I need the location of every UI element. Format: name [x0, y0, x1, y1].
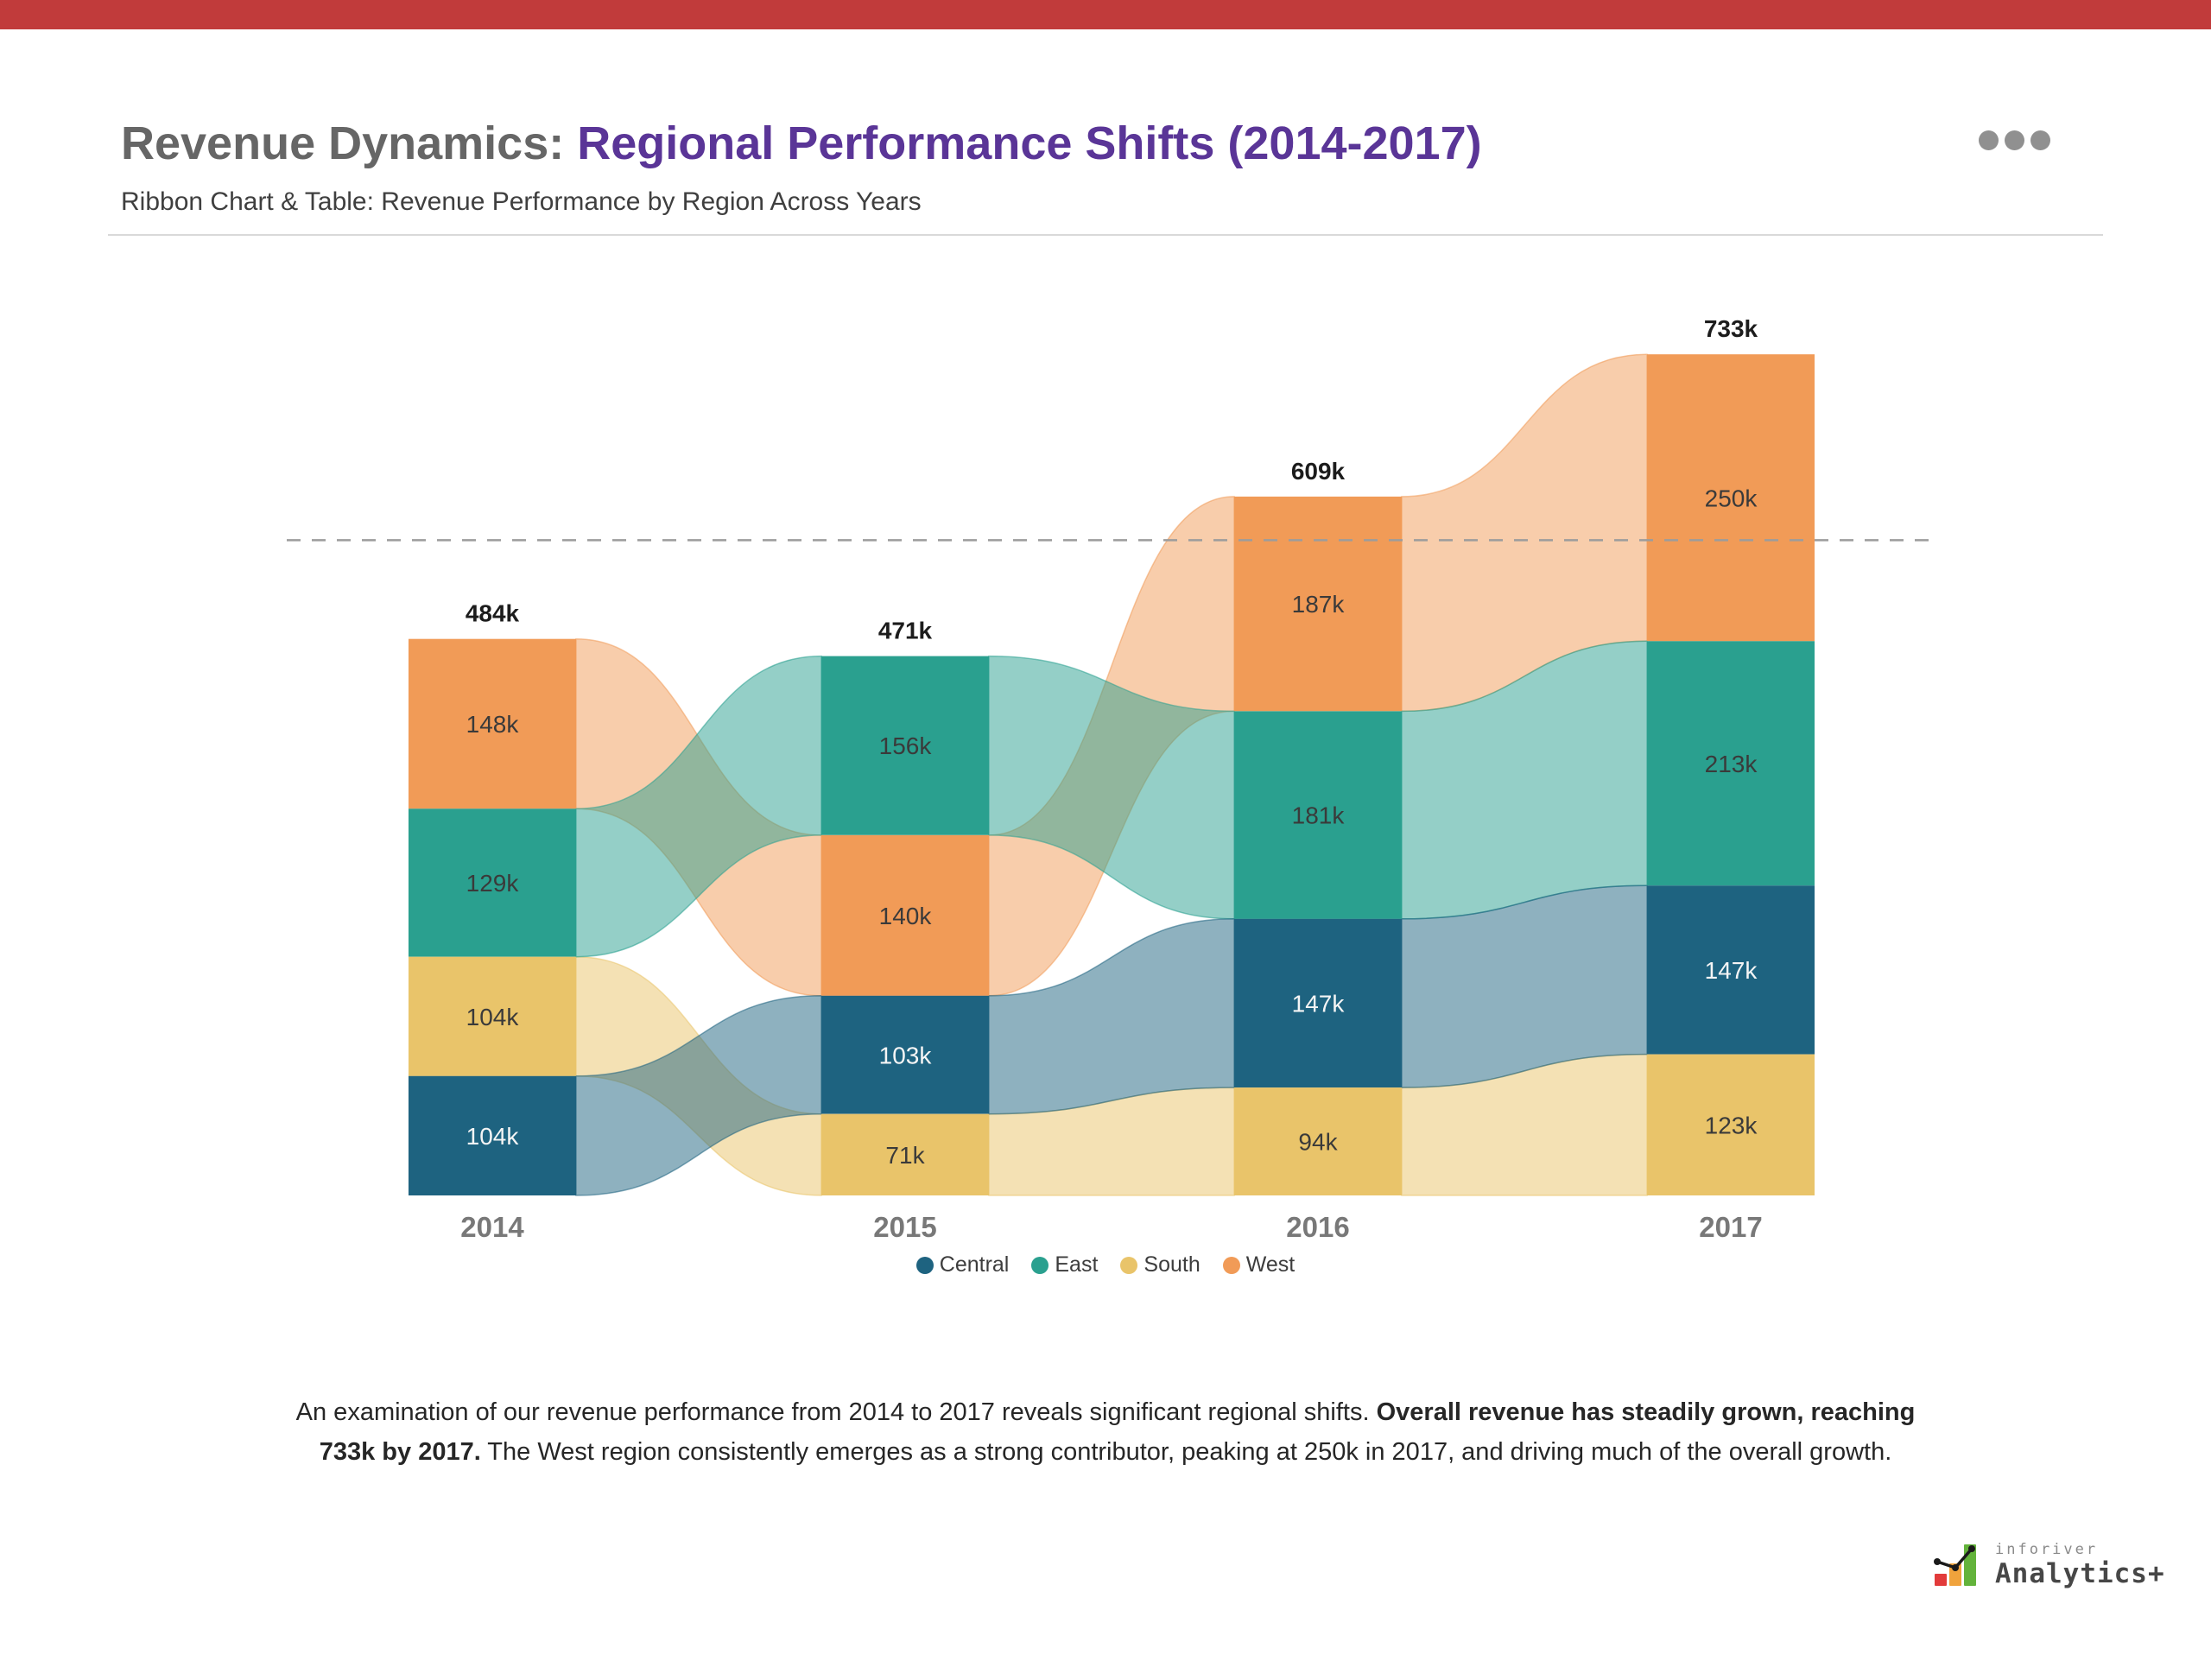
ribbon-segment-south-2015[interactable]	[821, 1113, 989, 1195]
legend-label: South	[1144, 1252, 1201, 1277]
legend-label: West	[1245, 1252, 1296, 1277]
segment-value-label-central-2014: 104k	[466, 1123, 520, 1150]
total-label-2014: 484k	[466, 600, 520, 627]
axis-label-2015: 2015	[873, 1211, 936, 1243]
segment-value-label-east-2015: 156k	[879, 732, 933, 759]
page-title-prefix: Revenue Dynamics:	[121, 117, 578, 169]
ellipsis-dot	[2030, 130, 2050, 150]
legend-item-east[interactable]: East	[1031, 1252, 1098, 1277]
ribbon-segment-central-2016[interactable]	[1234, 918, 1402, 1088]
more-options-icon[interactable]	[1979, 130, 2050, 150]
legend-dot-central	[915, 1256, 934, 1274]
inforiver-logo-icon	[1934, 1544, 1976, 1586]
footer-text-normal-1: An examination of our revenue performanc…	[295, 1398, 1377, 1426]
legend-dot-east	[1031, 1256, 1049, 1274]
page-title: Revenue Dynamics: Regional Performance S…	[121, 117, 1482, 169]
legend-item-south[interactable]: South	[1120, 1252, 1201, 1277]
segment-value-label-east-2014: 129k	[466, 870, 520, 897]
ribbon-segment-south-2017[interactable]	[1647, 1054, 1815, 1195]
ribbon-segment-east-2014[interactable]	[409, 808, 576, 957]
segment-value-label-west-2014: 148k	[466, 711, 520, 738]
segment-value-label-east-2017: 213k	[1705, 751, 1758, 777]
axis-label-2014: 2014	[460, 1211, 524, 1243]
segment-value-label-west-2017: 250k	[1705, 485, 1758, 511]
ribbon-segment-south-2016[interactable]	[1234, 1087, 1402, 1195]
page-subtitle: Ribbon Chart & Table: Revenue Performanc…	[121, 187, 922, 216]
footer-text-bold-2: 733k by 2017.	[319, 1438, 481, 1466]
footer-text-normal-2: The West region consistently emerges as …	[480, 1438, 1892, 1466]
ribbon-segment-east-2015[interactable]	[821, 656, 989, 835]
segment-value-label-west-2016: 187k	[1292, 591, 1346, 618]
ribbon-segment-west-2016[interactable]	[1234, 496, 1402, 712]
footer-annotation: An examination of our revenue performanc…	[242, 1392, 1969, 1472]
legend: Central East South West	[0, 1252, 2211, 1277]
legend-item-west[interactable]: West	[1222, 1252, 1296, 1277]
ribbon-segment-central-2017[interactable]	[1647, 885, 1815, 1055]
brand-logo: inforiver Analytics+	[1933, 1541, 2165, 1588]
segment-value-label-south-2016: 94k	[1298, 1129, 1338, 1156]
ribbon-segment-west-2015[interactable]	[821, 834, 989, 996]
ellipsis-dot	[1979, 130, 1999, 150]
legend-dot-south	[1120, 1256, 1138, 1274]
total-label-2016: 609k	[1291, 458, 1346, 485]
brand-name: inforiver	[1995, 1541, 2099, 1558]
page-title-highlight: Regional Performance Shifts (2014-2017)	[577, 117, 1482, 169]
legend-item-central[interactable]: Central	[915, 1252, 1010, 1277]
ribbon-segment-west-2014[interactable]	[409, 638, 576, 809]
axis-label-2017: 2017	[1699, 1211, 1762, 1243]
ribbon-segment-south-2014[interactable]	[409, 956, 576, 1076]
ribbon-segment-east-2016[interactable]	[1234, 711, 1402, 919]
total-label-2015: 471k	[878, 618, 933, 644]
segment-value-label-south-2015: 71k	[885, 1142, 925, 1169]
legend-label: Central	[939, 1252, 1010, 1277]
ribbon-segment-central-2014[interactable]	[409, 1075, 576, 1195]
ribbon-segment-central-2015[interactable]	[821, 995, 989, 1114]
segment-value-label-central-2015: 103k	[879, 1042, 933, 1068]
brand-product: Analytics+	[1995, 1558, 2165, 1589]
segment-value-label-south-2017: 123k	[1705, 1112, 1758, 1138]
ribbon-segment-east-2017[interactable]	[1647, 641, 1815, 886]
ribbon-segment-west-2017[interactable]	[1647, 354, 1815, 642]
segment-value-label-west-2015: 140k	[879, 903, 933, 929]
top-accent-bar	[0, 0, 2211, 29]
segment-value-label-central-2016: 147k	[1292, 991, 1346, 1018]
segment-value-label-central-2017: 147k	[1705, 957, 1758, 984]
axis-label-2016: 2016	[1286, 1211, 1349, 1243]
header-divider	[108, 234, 2103, 236]
ellipsis-dot	[2005, 130, 2024, 150]
total-label-2017: 733k	[1704, 315, 1758, 342]
legend-label: East	[1055, 1252, 1099, 1277]
footer-text-bold-1: Overall revenue has steadily grown, reac…	[1376, 1398, 1916, 1426]
segment-value-label-east-2016: 181k	[1292, 802, 1346, 829]
segment-value-label-south-2014: 104k	[466, 1004, 520, 1030]
legend-dot-west	[1222, 1256, 1240, 1274]
